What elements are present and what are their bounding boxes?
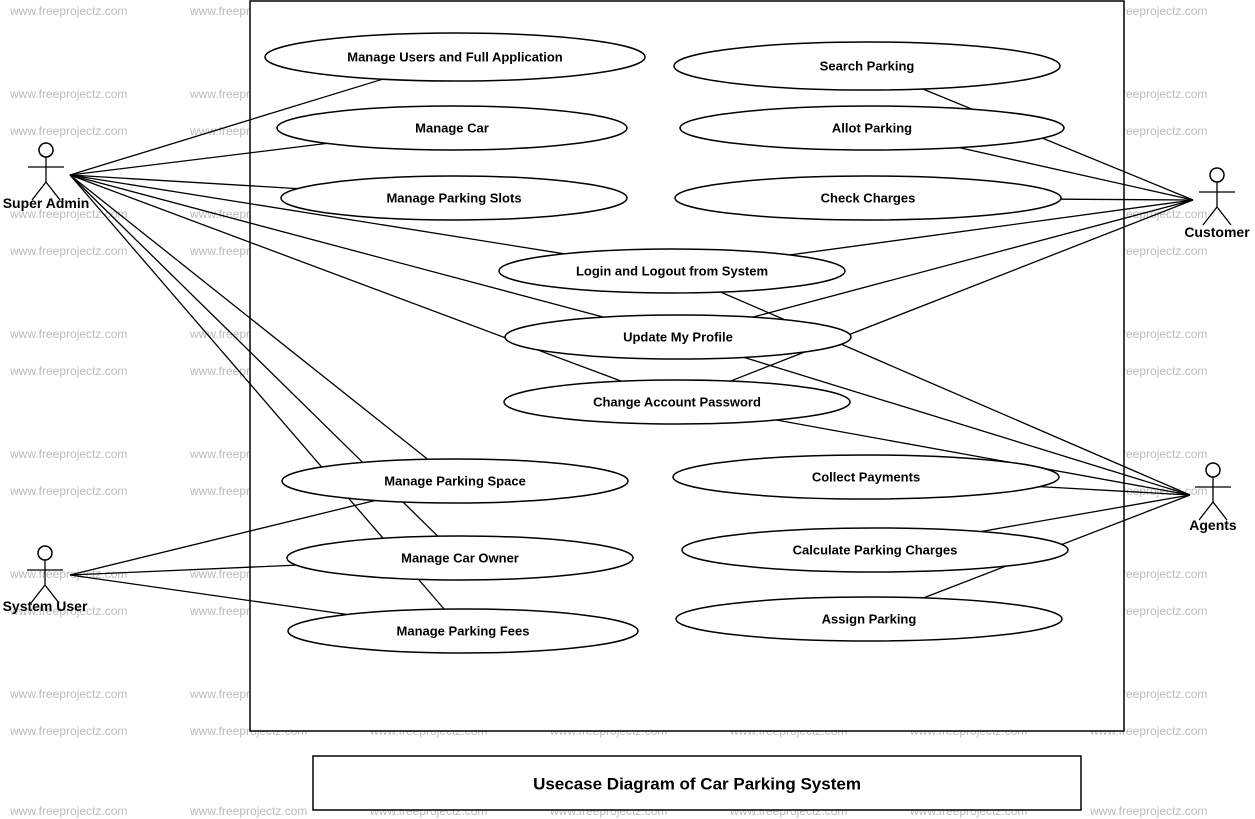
watermark-text: www.freeprojectz.com xyxy=(9,87,127,101)
watermark-text: www.freeprojectz.com xyxy=(1089,804,1207,818)
usecase-label-assign_parking: Assign Parking xyxy=(822,611,917,626)
usecase-label-manage_car: Manage Car xyxy=(415,120,489,135)
actor-label-super_admin: Super Admin xyxy=(3,195,90,211)
actor-head xyxy=(1210,168,1224,182)
watermark-text: www.freeprojectz.com xyxy=(9,4,127,18)
usecase-label-login: Login and Logout from System xyxy=(576,263,768,278)
association-line xyxy=(1061,199,1193,200)
watermark-text: www.freeprojectz.com xyxy=(9,124,127,138)
actor-label-customer: Customer xyxy=(1184,224,1250,240)
usecase-label-check_charges: Check Charges xyxy=(821,190,916,205)
usecase-label-search_parking: Search Parking xyxy=(820,58,915,73)
usecase-label-calc_charges: Calculate Parking Charges xyxy=(793,542,958,557)
watermark-text: www.freeprojectz.com xyxy=(9,724,127,738)
actor-label-system_user: System User xyxy=(3,598,88,614)
actor-leg-right xyxy=(1217,207,1231,225)
actor-head xyxy=(38,546,52,560)
usecase-label-update_profile: Update My Profile xyxy=(623,329,733,344)
watermark-text: www.freeprojectz.com xyxy=(9,447,127,461)
usecase-label-change_pwd: Change Account Password xyxy=(593,394,761,409)
watermark-text: www.freeprojectz.com xyxy=(9,804,127,818)
usecase-label-manage_owner: Manage Car Owner xyxy=(401,550,519,565)
usecase-label-manage_space: Manage Parking Space xyxy=(384,473,526,488)
actor-head xyxy=(1206,463,1220,477)
usecase-label-manage_fees: Manage Parking Fees xyxy=(397,623,530,638)
usecase-label-manage_users: Manage Users and Full Application xyxy=(347,49,563,64)
watermark-text: www.freeprojectz.com xyxy=(9,484,127,498)
watermark-text: www.freeprojectz.com xyxy=(9,364,127,378)
usecase-label-manage_slots: Manage Parking Slots xyxy=(386,190,521,205)
actor-label-agents: Agents xyxy=(1189,517,1237,533)
watermark-text: www.freeprojectz.com xyxy=(9,327,127,341)
usecase-label-collect_pay: Collect Payments xyxy=(812,469,920,484)
watermark-text: www.freeprojectz.com xyxy=(9,687,127,701)
usecase-diagram: www.freeprojectz.com www.freeprojectz.com… xyxy=(0,0,1255,819)
watermark-text: www.freeprojectz.com xyxy=(9,567,127,581)
watermark-text: www.freeprojectz.com xyxy=(9,244,127,258)
usecase-label-allot_parking: Allot Parking xyxy=(832,120,912,135)
diagram-title: Usecase Diagram of Car Parking System xyxy=(533,774,861,793)
actor-head xyxy=(39,143,53,157)
watermark-text: www.freeprojectz.com xyxy=(189,804,307,818)
actor-agents: Agents xyxy=(1189,463,1237,533)
actor-customer: Customer xyxy=(1184,168,1250,240)
